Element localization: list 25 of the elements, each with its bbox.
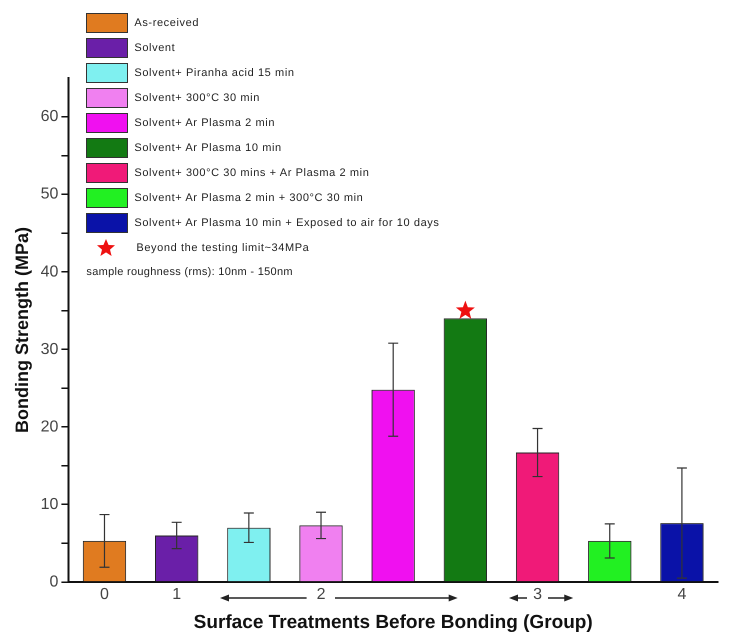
legend-label: Solvent+ Ar Plasma 10 min — [134, 142, 282, 154]
y-tick-label: 20 — [40, 418, 58, 436]
y-tick-label: 0 — [49, 573, 58, 590]
y-tick-label: 40 — [40, 263, 58, 280]
x-axis-title: Surface Treatments Before Bonding (Group) — [194, 612, 593, 633]
legend-label: Solvent+ 300°C 30 mins + Ar Plasma 2 min — [134, 166, 370, 178]
legend-label: Solvent+ Ar Plasma 2 min + 300°C 30 min — [134, 192, 364, 204]
legend-label: Solvent+ 300°C 30 min — [134, 92, 260, 104]
annotation: sample roughness (rms): 10nm - 150nm — [86, 266, 294, 278]
y-tick-label: 10 — [40, 496, 58, 513]
legend-label: Solvent+ Ar Plasma 10 min + Exposed to air for 10 days — [134, 216, 440, 228]
x-tick-label: 4 — [677, 586, 686, 604]
legend-label: Beyond the testing limit~34MPa — [136, 242, 310, 254]
y-tick-label: 50 — [40, 186, 58, 203]
y-tick-label: 30 — [40, 340, 58, 358]
legend-label: Solvent — [134, 42, 176, 54]
x-tick-label: 0 — [100, 586, 110, 604]
y-tick-label: 60 — [40, 108, 58, 126]
y-axis-title: Bonding Strength (MPa) — [12, 227, 32, 433]
legend-label: As-received — [134, 16, 200, 28]
x-tick-label: 3 — [533, 586, 542, 604]
x-tick-label: 1 — [172, 586, 182, 604]
x-tick-label: 2 — [316, 586, 326, 604]
legend-label: Solvent+ Piranha acid 15 min — [134, 66, 295, 78]
legend-label: Solvent+ Ar Plasma 2 min — [134, 116, 276, 128]
